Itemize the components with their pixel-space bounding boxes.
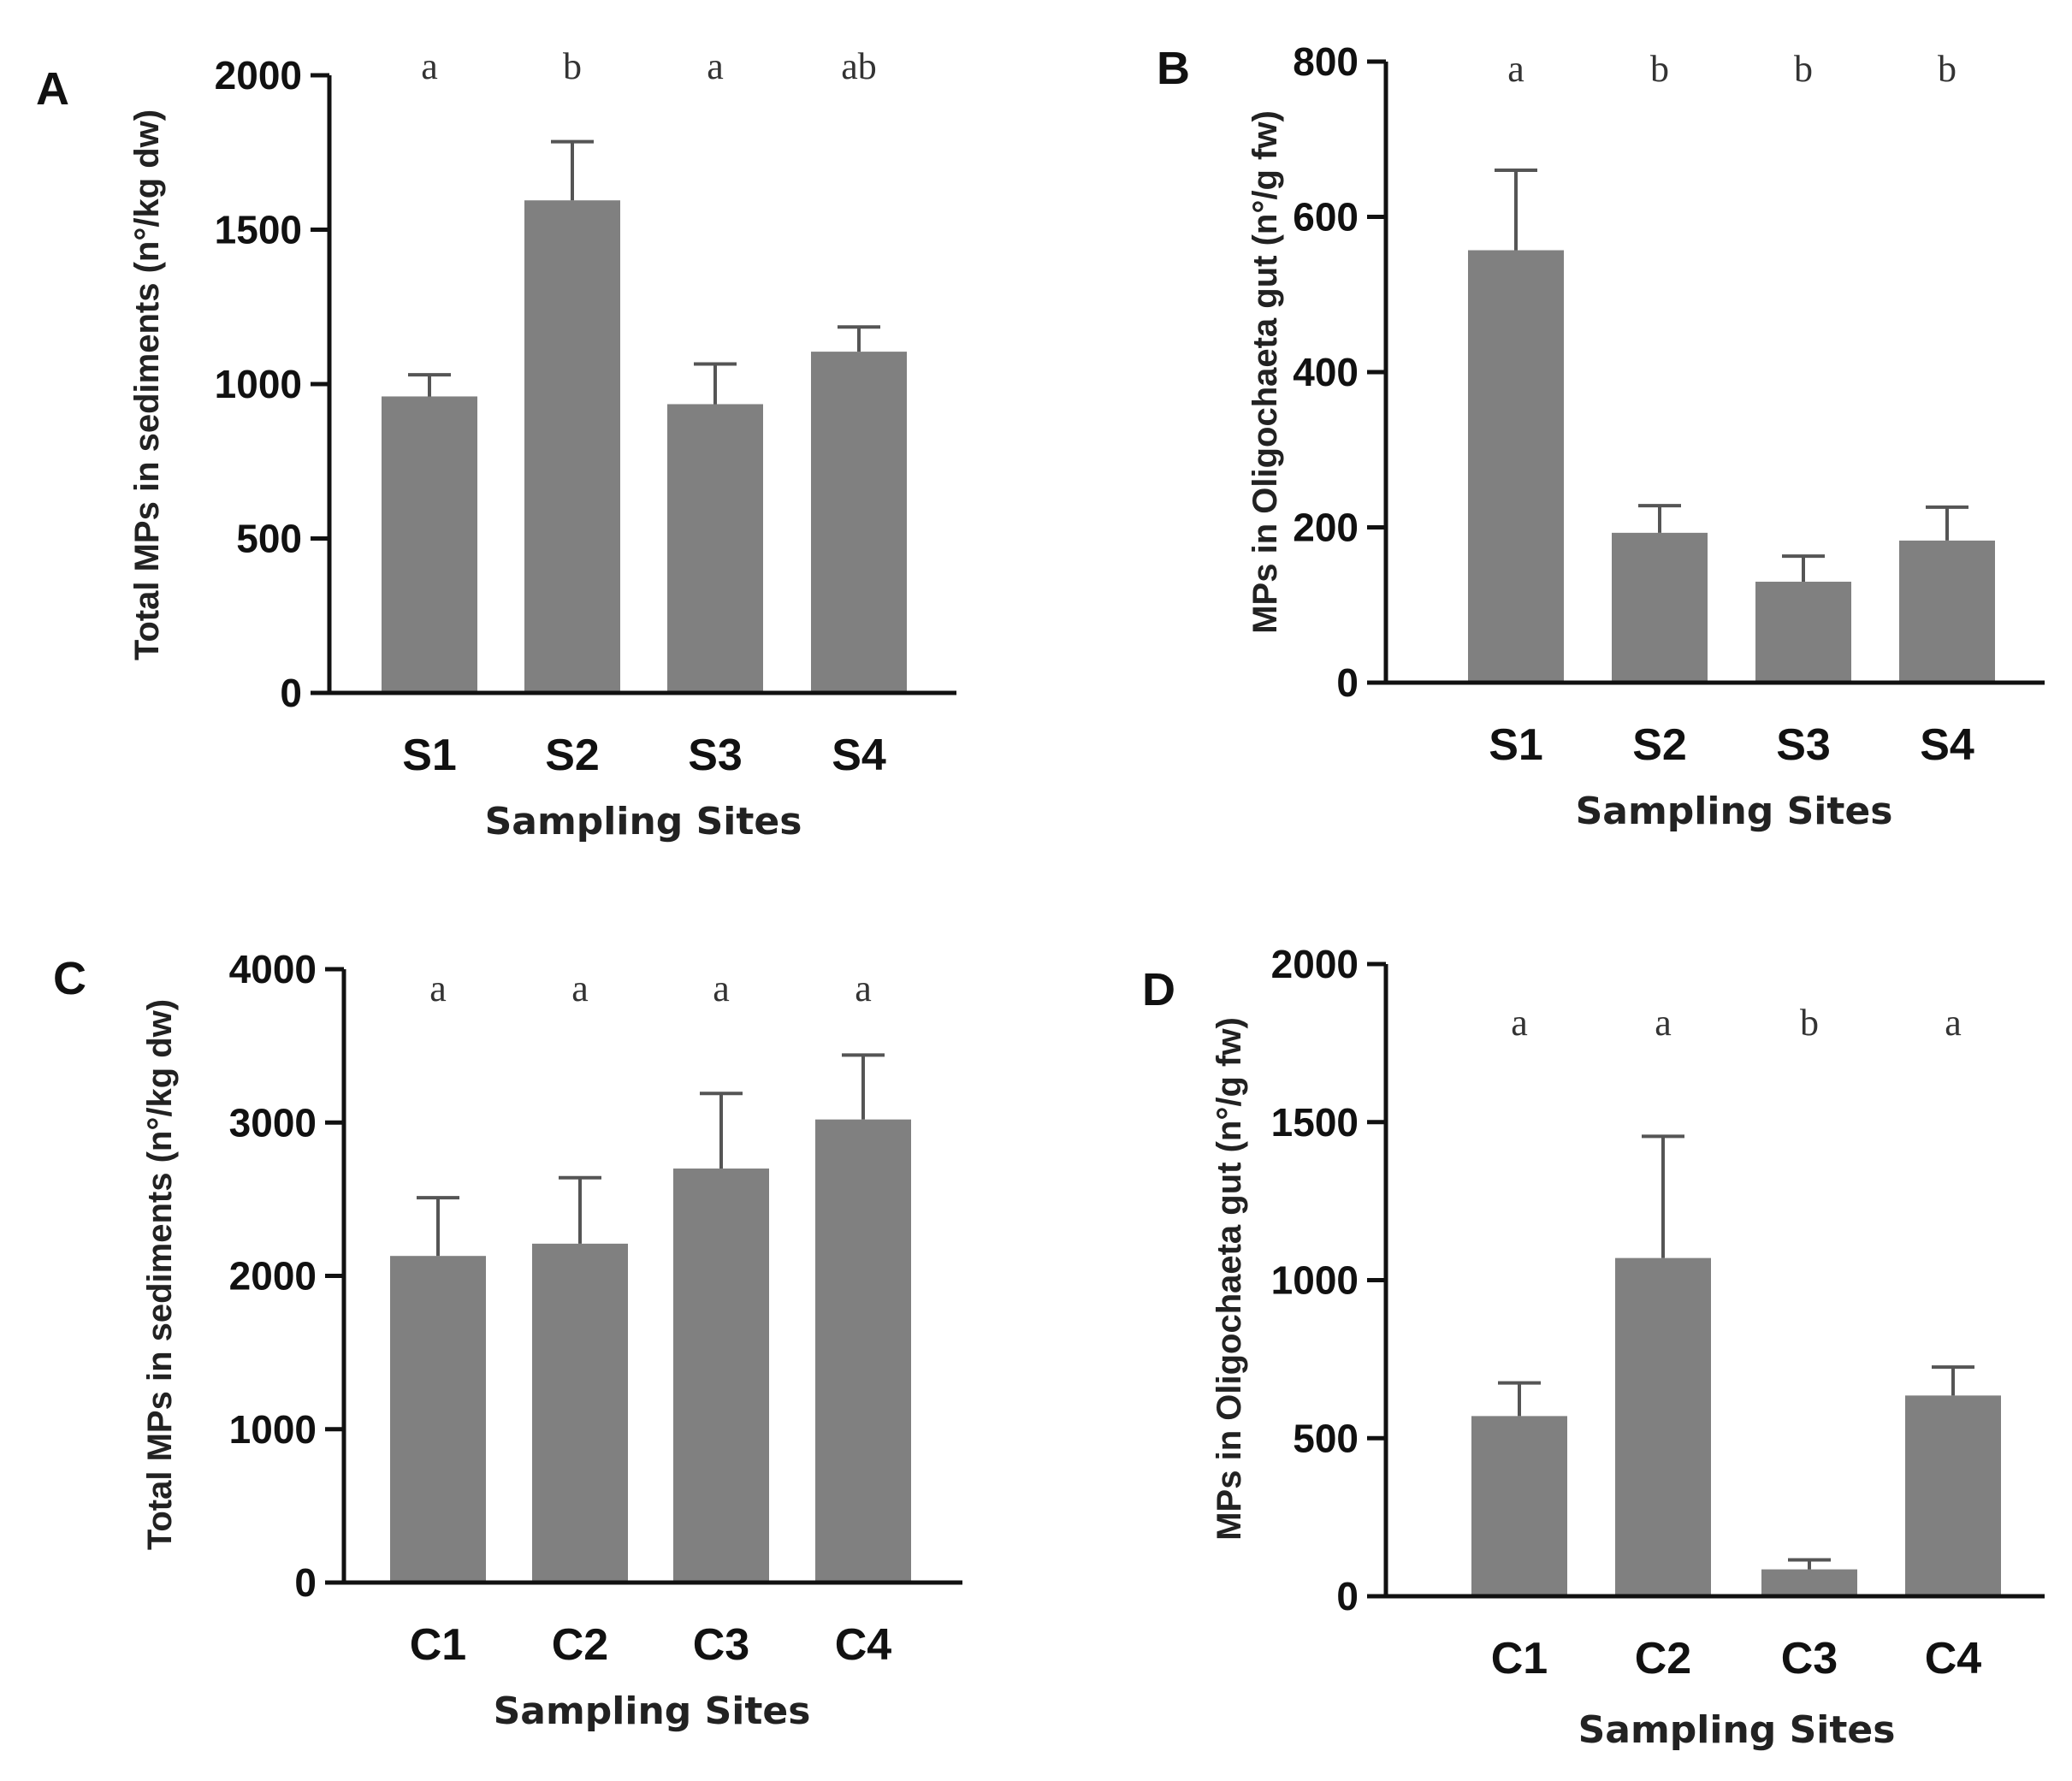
y-axis-title-c: Total MPs in sediments (n°/kg dw) <box>141 999 179 1550</box>
error-bar-d-c3 <box>1788 1558 1831 1570</box>
bar-c-c1 <box>390 1256 486 1583</box>
x-tick-label-b-s2: S2 <box>1632 720 1687 770</box>
x-tick-label-b-s1: S1 <box>1489 720 1543 770</box>
error-bar-b-s1 <box>1495 169 1537 251</box>
error-bar-a-s2 <box>551 139 594 201</box>
panel-letter-b: B <box>1157 43 1190 94</box>
error-bar-b-s3 <box>1782 554 1825 583</box>
significance-label-c-c3: a <box>713 967 730 1009</box>
significance-label-b-s4: b <box>1938 48 1957 90</box>
error-bar-d-c2 <box>1642 1134 1684 1258</box>
x-axis-title-c: Sampling Sites <box>494 1689 811 1733</box>
y-tick-label-d-1000: 1000 <box>1271 1258 1359 1303</box>
y-tick-label-b-200: 200 <box>1293 506 1359 550</box>
bar-a-s3 <box>667 404 763 693</box>
x-tick-label-a-s2: S2 <box>545 731 600 780</box>
x-tick-label-d-c2: C2 <box>1635 1634 1691 1683</box>
bar-a-s2 <box>524 200 620 693</box>
y-tick-label-d-1500: 1500 <box>1271 1100 1359 1145</box>
error-bar-c-c3 <box>700 1092 743 1169</box>
significance-label-d-c3: b <box>1800 1002 1819 1044</box>
bar-b-s4 <box>1899 540 1995 683</box>
y-tick-label-c-1000: 1000 <box>229 1407 317 1452</box>
error-bar-a-s4 <box>838 325 880 352</box>
bar-a-s4 <box>811 352 907 693</box>
significance-label-b-s3: b <box>1794 48 1813 90</box>
significance-label-c-c2: a <box>571 967 589 1009</box>
x-tick-label-b-s4: S4 <box>1920 720 1974 770</box>
error-bar-c-c1 <box>417 1196 459 1257</box>
x-tick-label-d-c3: C3 <box>1781 1634 1838 1683</box>
significance-label-a-s1: a <box>421 45 438 87</box>
error-bar-a-s3 <box>694 362 737 405</box>
significance-label-d-c1: a <box>1511 1002 1528 1044</box>
significance-label-c-c4: a <box>855 967 872 1009</box>
significance-label-a-s2: b <box>563 45 582 87</box>
error-bar-b-s2 <box>1638 504 1681 533</box>
bar-d-c4 <box>1905 1395 2001 1596</box>
significance-label-c-c1: a <box>429 967 447 1009</box>
x-tick-label-c-c1: C1 <box>410 1620 466 1670</box>
y-tick-label-d-2000: 2000 <box>1271 942 1359 986</box>
y-tick-label-b-0: 0 <box>1336 660 1359 705</box>
y-tick-label-b-400: 400 <box>1293 350 1359 394</box>
y-tick-label-b-800: 800 <box>1293 39 1359 84</box>
error-bar-d-c4 <box>1932 1365 1974 1396</box>
error-bar-b-s4 <box>1926 505 1968 541</box>
significance-label-d-c4: a <box>1945 1002 1962 1044</box>
significance-label-a-s3: a <box>707 45 724 87</box>
y-tick-label-a-500: 500 <box>236 517 302 561</box>
x-tick-label-c-c4: C4 <box>835 1620 892 1670</box>
error-bar-a-s1 <box>408 373 451 397</box>
x-axis-title-d: Sampling Sites <box>1578 1708 1896 1752</box>
y-tick-label-d-0: 0 <box>1336 1574 1359 1618</box>
panel-letter-c: C <box>53 953 86 1004</box>
panel-letter-a: A <box>36 63 69 115</box>
bar-c-c2 <box>532 1243 628 1583</box>
bar-d-c1 <box>1471 1416 1567 1596</box>
x-axis-title-a: Sampling Sites <box>485 800 802 843</box>
significance-label-d-c2: a <box>1655 1002 1672 1044</box>
y-axis-title-b: MPs in Oligochaeta gut (n°/g fw) <box>1246 110 1284 634</box>
y-tick-label-b-600: 600 <box>1293 195 1359 240</box>
x-tick-label-c-c3: C3 <box>693 1620 749 1670</box>
y-tick-label-c-3000: 3000 <box>229 1100 317 1145</box>
bar-c-c4 <box>815 1119 911 1583</box>
error-bar-d-c1 <box>1498 1381 1541 1417</box>
x-tick-label-d-c1: C1 <box>1491 1634 1548 1683</box>
x-axis-title-b: Sampling Sites <box>1576 790 1893 833</box>
error-bar-c-c4 <box>842 1053 885 1120</box>
y-tick-label-a-2000: 2000 <box>215 53 302 98</box>
y-tick-label-a-1000: 1000 <box>215 362 302 406</box>
significance-label-a-s4: ab <box>841 45 877 87</box>
x-tick-label-a-s1: S1 <box>402 731 457 780</box>
significance-label-b-s1: a <box>1507 48 1524 90</box>
bar-a-s1 <box>382 396 477 693</box>
y-tick-label-a-0: 0 <box>280 671 302 715</box>
bar-b-s3 <box>1755 582 1851 683</box>
x-tick-label-d-c4: C4 <box>1925 1634 1982 1683</box>
y-axis-title-a: Total MPs in sediments (n°/kg dw) <box>128 109 166 660</box>
bar-c-c3 <box>673 1169 769 1583</box>
x-tick-label-c-c2: C2 <box>552 1620 608 1670</box>
bar-d-c3 <box>1761 1569 1857 1596</box>
bar-b-s1 <box>1468 250 1564 683</box>
y-tick-label-a-1500: 1500 <box>215 208 302 252</box>
x-tick-label-b-s3: S3 <box>1776 720 1831 770</box>
y-tick-label-d-500: 500 <box>1293 1416 1359 1460</box>
y-tick-label-c-0: 0 <box>294 1560 317 1605</box>
error-bar-c-c2 <box>559 1175 601 1244</box>
bar-b-s2 <box>1612 532 1708 683</box>
bar-d-c2 <box>1615 1257 1711 1596</box>
panel-letter-d: D <box>1142 964 1175 1015</box>
x-tick-label-a-s4: S4 <box>832 731 886 780</box>
y-axis-title-d: MPs in Oligochaeta gut (n°/g fw) <box>1211 1017 1248 1541</box>
y-tick-label-c-2000: 2000 <box>229 1254 317 1299</box>
y-tick-label-c-4000: 4000 <box>229 947 317 991</box>
x-tick-label-a-s3: S3 <box>688 731 743 780</box>
significance-label-b-s2: b <box>1650 48 1669 90</box>
